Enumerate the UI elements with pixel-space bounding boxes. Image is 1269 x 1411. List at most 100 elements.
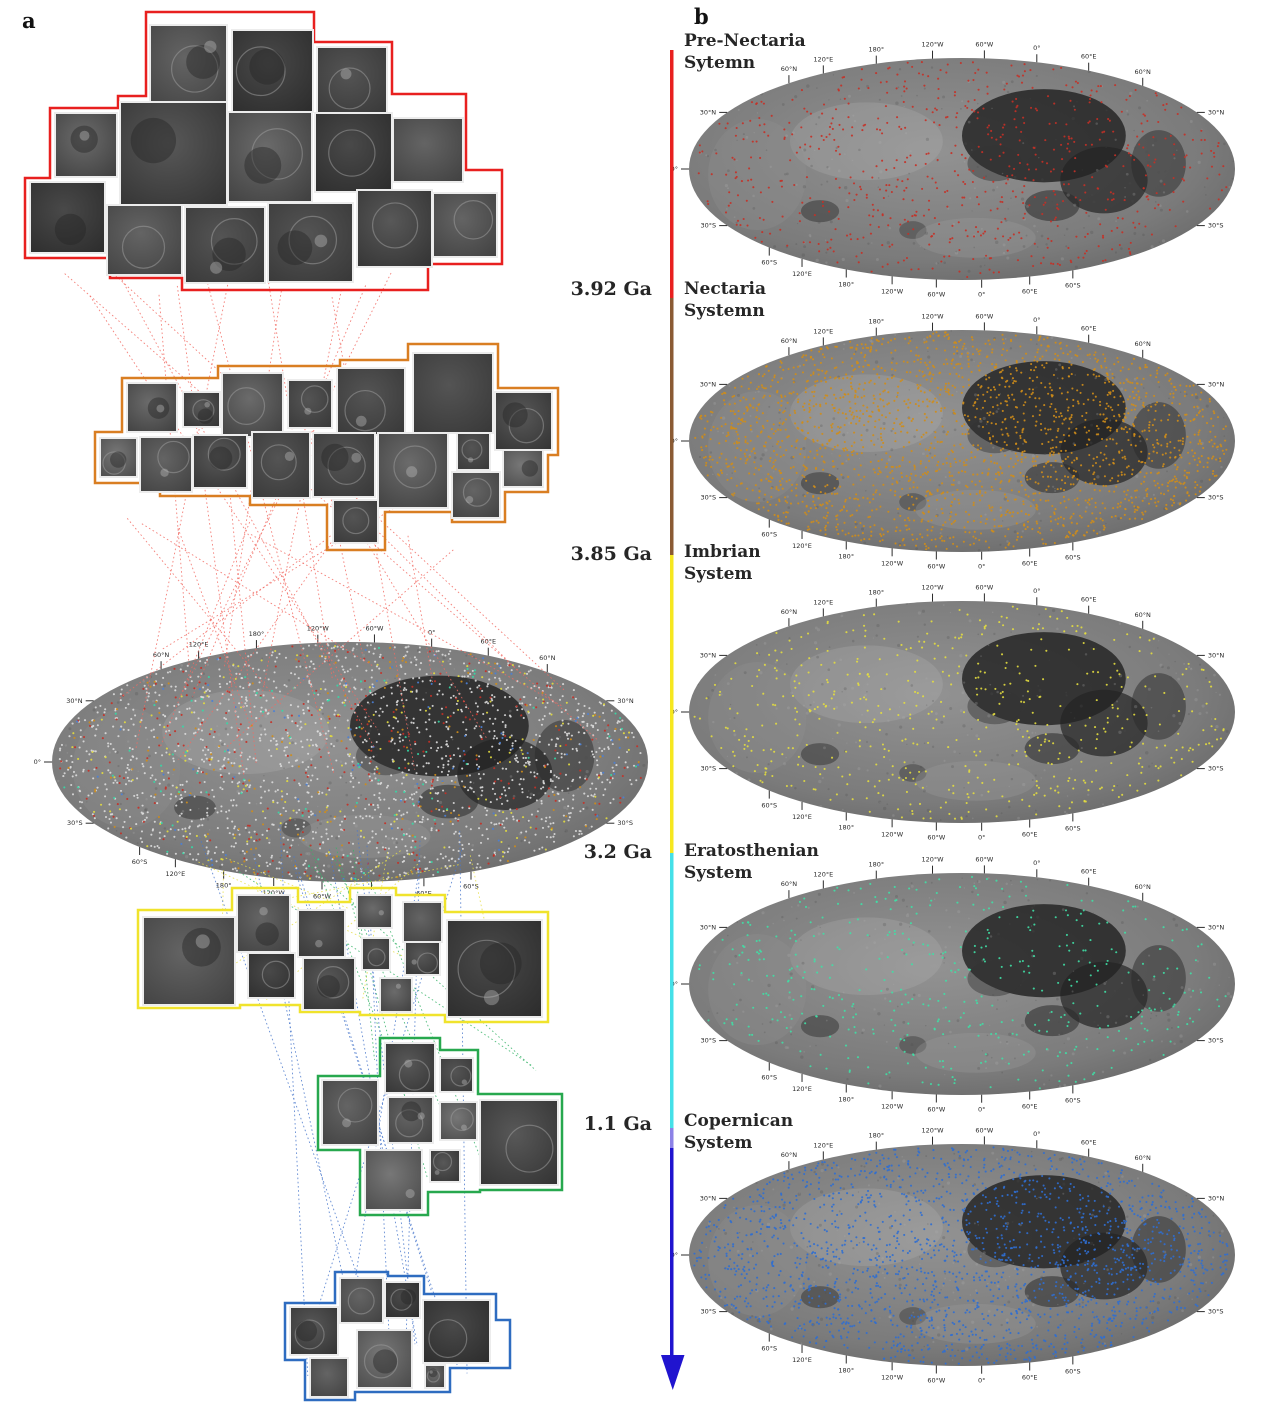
tick-label: 60°E bbox=[1022, 560, 1038, 568]
system-label-copernican: Copernican System bbox=[684, 1110, 834, 1154]
tick-label: 120°W bbox=[881, 830, 904, 838]
tick-label: 120°W bbox=[307, 625, 330, 633]
tick-label: 120°E bbox=[792, 1085, 812, 1093]
system-label-nectarian: Nectaria Systemn bbox=[684, 278, 834, 322]
tick-label: 60°N bbox=[781, 337, 798, 345]
tick-label: 0° bbox=[671, 708, 678, 716]
tick-label: 0° bbox=[978, 1377, 985, 1385]
tick-label: 30°N bbox=[1208, 1194, 1225, 1202]
system-label-line: Systemn bbox=[684, 301, 765, 322]
tick-label: 60°E bbox=[480, 638, 496, 646]
tick-label: 120°W bbox=[881, 1102, 904, 1110]
tick-label: 0° bbox=[671, 437, 678, 445]
system-label-imbrian: Imbrian System bbox=[684, 541, 834, 585]
tick-label: 60°E bbox=[1022, 288, 1038, 296]
system-label-line: Nectaria bbox=[684, 279, 767, 299]
tick-label: 60°W bbox=[365, 624, 384, 632]
panel-b-moon-map-nectaria: 60°N 120°E 180° 120°W 60°W 0° 60°E 60°N 60°S 120°… bbox=[671, 312, 1235, 571]
tick-label: 30°N bbox=[1208, 651, 1225, 659]
tick-label: 180° bbox=[838, 281, 854, 289]
nectarian-crater-montage bbox=[93, 342, 560, 552]
tick-label: 120°W bbox=[921, 41, 944, 49]
panel-b-moon-map-imbrian: 60°N 120°E 180° 120°W 60°W 0° 60°E 60°N 60°S 120°… bbox=[671, 583, 1235, 842]
tick-label: 180° bbox=[216, 882, 232, 890]
tick-label: 60°N bbox=[1135, 340, 1152, 348]
panel-b-moon-map-copernican: 60°N 120°E 180° 120°W 60°W 0° 60°E 60°N 60°S 120°… bbox=[671, 1126, 1235, 1385]
tick-label: 60°N bbox=[539, 654, 556, 662]
tick-label: 30°N bbox=[700, 651, 717, 659]
tick-label: 0° bbox=[978, 291, 985, 299]
panel-b-moon-map-eratosthenian: 60°N 120°E 180° 120°W 60°W 0° 60°E 60°N 60°S 120°… bbox=[671, 855, 1235, 1114]
tick-label: 30°N bbox=[700, 1194, 717, 1202]
tick-label: 60°E bbox=[1081, 868, 1097, 876]
tick-label: 60°S bbox=[761, 1074, 777, 1082]
tick-label: 30°N bbox=[700, 923, 717, 931]
tick-label: 60°E bbox=[1081, 53, 1097, 61]
tick-label: 180° bbox=[249, 630, 265, 638]
tick-label: 60°S bbox=[761, 531, 777, 539]
tick-label: 0° bbox=[978, 834, 985, 842]
tick-label: 0° bbox=[1033, 44, 1040, 52]
tick-label: 0° bbox=[1033, 1130, 1040, 1138]
system-label-line: Eratosthenian bbox=[684, 841, 819, 861]
tick-label: 120°W bbox=[881, 287, 904, 295]
tick-label: 60°E bbox=[1081, 1139, 1097, 1147]
tick-label: 60°N bbox=[1135, 68, 1152, 76]
tick-label: 60°S bbox=[761, 1345, 777, 1353]
tick-label: 60°W bbox=[927, 834, 946, 842]
tick-label: 60°N bbox=[781, 608, 798, 616]
age-label-3-2-ga: 3.2 Ga bbox=[583, 841, 652, 863]
tick-label: 30°S bbox=[617, 819, 633, 827]
tick-label: 60°S bbox=[1065, 553, 1081, 561]
tick-label: 30°N bbox=[1208, 923, 1225, 931]
tick-label: 30°N bbox=[617, 697, 634, 705]
panel-a-combined-moon-map: 60°N 120°E 180° 120°W 60°W 0° 60°E 60°N 60°S 120°… bbox=[34, 624, 648, 901]
tick-label: 120°E bbox=[792, 542, 812, 550]
system-label-line: System bbox=[684, 564, 753, 585]
tick-label: 120°E bbox=[813, 55, 833, 63]
tick-label: 60°W bbox=[975, 40, 994, 48]
tick-label: 60°E bbox=[416, 889, 432, 897]
imbrian-crater-montage bbox=[136, 886, 550, 1024]
tick-label: 120°E bbox=[813, 598, 833, 606]
tick-label: 60°N bbox=[781, 1151, 798, 1159]
tick-label: 0° bbox=[671, 980, 678, 988]
tick-label: 120°W bbox=[921, 313, 944, 321]
tick-label: 60°W bbox=[927, 563, 946, 571]
tick-label: 120°E bbox=[813, 327, 833, 335]
tick-label: 0° bbox=[1033, 587, 1040, 595]
system-label-eratosthenian: Eratosthenian System bbox=[684, 840, 834, 884]
tick-label: 180° bbox=[868, 1132, 884, 1140]
tick-label: 120°W bbox=[263, 889, 286, 897]
tick-label: 30°S bbox=[701, 1037, 717, 1045]
tick-label: 60°S bbox=[761, 259, 777, 267]
tick-label: 30°S bbox=[701, 765, 717, 773]
tick-label: 60°N bbox=[1135, 883, 1152, 891]
tick-label: 60°S bbox=[1065, 281, 1081, 289]
tick-label: 60°E bbox=[1081, 596, 1097, 604]
tick-label: 60°S bbox=[463, 883, 479, 891]
tick-label: 120°E bbox=[813, 870, 833, 878]
tick-label: 30°N bbox=[700, 108, 717, 116]
tick-label: 30°N bbox=[66, 697, 83, 705]
tick-label: 0° bbox=[428, 629, 435, 637]
tick-label: 60°N bbox=[1135, 611, 1152, 619]
tick-label: 0° bbox=[1033, 316, 1040, 324]
tick-label: 180° bbox=[868, 589, 884, 597]
eratosthenian-crater-montage bbox=[316, 1036, 564, 1217]
tick-label: 120°E bbox=[165, 870, 185, 878]
tick-label: 60°S bbox=[1065, 824, 1081, 832]
tick-label: 30°N bbox=[1208, 380, 1225, 388]
tick-label: 180° bbox=[838, 824, 854, 832]
tick-label: 120°E bbox=[813, 1141, 833, 1149]
tick-label: 60°N bbox=[153, 651, 170, 659]
tick-label: 180° bbox=[868, 861, 884, 869]
tick-label: 30°S bbox=[1208, 1308, 1224, 1316]
tick-label: 60°E bbox=[1022, 1103, 1038, 1111]
panel-b-moon-map-pre-nectaria: 60°N 120°E 180° 120°W 60°W 0° 60°E 60°N 60°S 120°… bbox=[671, 40, 1235, 299]
tick-label: 60°N bbox=[1135, 1154, 1152, 1162]
system-label-line: System bbox=[684, 863, 753, 884]
panel-b-letter: b bbox=[694, 4, 709, 29]
tick-label: 0° bbox=[978, 1106, 985, 1114]
